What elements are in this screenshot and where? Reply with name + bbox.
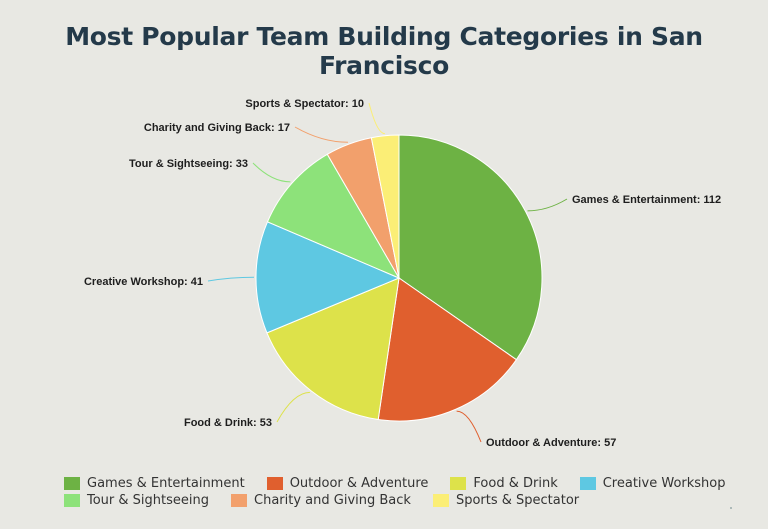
leader-line [456, 410, 482, 443]
legend-item: Charity and Giving Back [231, 493, 411, 508]
pie-slice-tour-sightseeing [266, 153, 401, 280]
legend-swatch [64, 477, 80, 490]
legend-label: Outdoor & Adventure [289, 476, 429, 491]
data-label: Sports & Spectator: 10 [245, 98, 364, 110]
leader-line [207, 276, 255, 282]
data-label: Tour & Sightseeing: 33 [129, 158, 248, 170]
legend-swatch [579, 477, 596, 490]
leader-line [252, 162, 291, 183]
legend-item: Food & Drink [450, 476, 558, 491]
legend-swatch [266, 477, 283, 490]
legend-label: Creative Workshop [602, 476, 726, 491]
data-label: Food & Drink: 53 [184, 417, 272, 429]
legend-item: Sports & Spectator [432, 493, 580, 508]
chart-legend: Games & Entertainment Outdoor & Adventure… [64, 475, 754, 509]
data-label: Creative Workshop: 41 [84, 276, 203, 288]
data-label: Outdoor & Adventure: 57 [486, 437, 616, 449]
data-label: Charity and Giving Back: 17 [144, 122, 290, 134]
legend-swatch [64, 494, 80, 507]
pie-chart: Games & Entertainment: 112 Outdoor & Adve… [84, 98, 721, 449]
legend-label: Sports & Spectator [455, 493, 580, 508]
leader-line [276, 391, 310, 423]
legend-item: Creative Workshop [579, 476, 726, 491]
legend-item: Games & Entertainment [64, 476, 245, 491]
pie-slice-creative-workshop [255, 221, 401, 334]
chart-title: Most Popular Team Building Categories in… [65, 22, 703, 80]
leader-line [294, 126, 348, 143]
pie-slice-outdoor-adventure [377, 277, 518, 422]
leader-line [368, 102, 386, 135]
leader-line [527, 198, 568, 212]
pie-slice-sports-spectator [370, 134, 400, 279]
legend-label: Charity and Giving Back [254, 493, 411, 508]
decorative-dot [730, 507, 732, 509]
pie-slice-food-drink [266, 277, 400, 421]
data-label: Games & Entertainment: 112 [572, 194, 721, 206]
pie-slice-games-entertainment [398, 134, 543, 361]
legend-label: Food & Drink [473, 476, 558, 491]
legend-label: Games & Entertainment [87, 476, 245, 491]
legend-item: Outdoor & Adventure [266, 476, 429, 491]
legend-swatch [432, 494, 449, 507]
legend-item: Tour & Sightseeing [64, 493, 209, 508]
legend-swatch [231, 494, 247, 507]
legend-swatch [450, 477, 467, 490]
legend-label: Tour & Sightseeing [87, 493, 209, 508]
